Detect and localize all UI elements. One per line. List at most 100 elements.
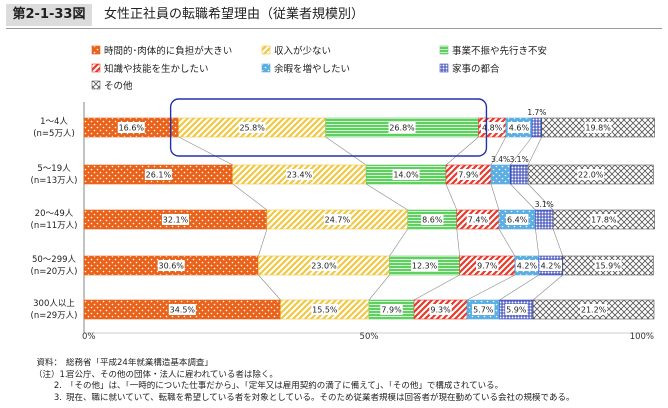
category-label: (n=20万人) — [31, 267, 78, 277]
connector-line — [325, 136, 367, 166]
data-label: 15.9% — [595, 262, 621, 271]
data-label: 7.9% — [381, 306, 402, 315]
data-label: 19.8% — [585, 124, 611, 133]
bar-segment — [531, 117, 543, 138]
connector-line — [510, 136, 533, 166]
chart-notes: 資料： 総務省「平成24年就業構造基本調査」 （注）1.官公庁、その他の団体・法人に… — [34, 358, 664, 404]
data-label-bg — [117, 122, 145, 133]
connector-line — [527, 136, 542, 166]
category-label: (n=11万人) — [31, 221, 78, 231]
connector-line — [490, 136, 507, 166]
data-label-bg — [144, 169, 172, 180]
x-tick-label: 50% — [360, 332, 379, 342]
connector-line — [456, 228, 460, 257]
category-label: (n=5万人) — [33, 129, 75, 139]
data-label: 25.8% — [239, 124, 265, 133]
note-text: 官公庁、その他の団体・法人に雇われている者は除く。 — [66, 369, 278, 380]
category-label: (n=13万人) — [31, 176, 78, 186]
connector-line — [445, 183, 458, 211]
connector-line — [527, 183, 554, 211]
legend-swatch — [261, 63, 271, 73]
data-label: 1.7% — [527, 108, 546, 117]
data-label: 21.2% — [581, 306, 607, 315]
data-label-bg — [429, 304, 452, 315]
data-label-bg — [161, 214, 189, 225]
data-label: 4.2% — [517, 262, 538, 271]
data-label: 16.6% — [119, 124, 145, 133]
note-line: 資料： 総務省「平成24年就業構造基本調査」 — [34, 358, 664, 370]
data-label: 6.4% — [507, 216, 528, 225]
data-labels: 16.6% 25.8% 26.8% 4.8% 4.6% 1.7% 19.8% 26.1% 23.… — [117, 108, 622, 315]
data-label-bg — [539, 260, 563, 271]
data-label-bg — [476, 260, 499, 271]
stacked-bar-chart: 時間的･肉体的に負担が大きい 収入が少ない 事業不振や先行き不安知識や技能を生かした… — [31, 45, 655, 342]
data-label: 9.7% — [477, 262, 498, 271]
data-label-bg — [515, 260, 539, 271]
data-label: 9.3% — [430, 306, 451, 315]
connector-line — [178, 136, 233, 166]
connector-line — [365, 183, 408, 211]
legend-swatch — [439, 45, 449, 55]
data-label-bg — [310, 260, 338, 271]
legend-label: 家事の都合 — [452, 63, 500, 75]
category-label: 20～49人 — [35, 209, 74, 219]
data-label: 12.3% — [412, 262, 438, 271]
data-label-bg — [505, 304, 528, 315]
data-label-bg — [421, 214, 444, 225]
data-label: 7.4% — [468, 216, 489, 225]
connector-line — [258, 228, 268, 257]
chart-legend: 時間的･肉体的に負担が大きい 収入が少ない 事業不振や先行き不安知識や技能を生かした… — [91, 45, 547, 92]
data-label-bg — [285, 169, 313, 180]
chart-title: 女性正社員の転職希望理由（従業者規模別） — [104, 7, 365, 22]
legend-swatch — [91, 63, 101, 73]
legend-label: 余暇を増やしたい — [274, 63, 350, 75]
data-label: 23.4% — [287, 171, 313, 180]
data-label: 4.2% — [541, 262, 562, 271]
data-label-bg — [323, 214, 351, 225]
category-label: (n=29万人) — [31, 311, 78, 321]
header-divider — [6, 28, 662, 29]
category-label: 5～19人 — [37, 164, 71, 174]
note-number: （注）1. — [34, 369, 68, 380]
data-label-bg — [168, 304, 196, 315]
connector-line — [466, 274, 516, 301]
connector-line — [535, 228, 540, 257]
data-label: 3.1% — [510, 155, 529, 164]
connector-lines — [178, 136, 564, 301]
data-label: 7.9% — [458, 171, 479, 180]
connector-line — [413, 274, 460, 301]
legend-swatch — [91, 45, 101, 55]
connector-line — [510, 183, 536, 211]
data-label-bg — [506, 214, 529, 225]
category-label: 300人以上 — [33, 299, 75, 309]
connector-line — [232, 183, 268, 211]
data-label: 4.6% — [509, 124, 530, 133]
data-label: 3.4% — [491, 155, 510, 164]
note-number: 資料： — [36, 358, 62, 368]
category-label: 1～4人 — [40, 117, 68, 127]
legend-swatch — [439, 63, 449, 73]
data-label-bg — [590, 214, 618, 225]
data-label-bg — [584, 122, 612, 133]
legend-label: 収入が少ない — [274, 45, 331, 57]
connector-line — [389, 228, 409, 257]
data-label: 5.9% — [506, 306, 527, 315]
data-label: 32.1% — [163, 216, 189, 225]
x-tick-label: 100% — [630, 332, 654, 342]
data-label-bg — [238, 122, 266, 133]
data-label: 30.6% — [158, 262, 184, 271]
connector-line — [499, 274, 540, 301]
highlight-box — [169, 98, 488, 157]
data-label-bg — [157, 260, 185, 271]
data-label-bg — [480, 122, 504, 133]
connector-line — [498, 228, 516, 257]
note-line: （注）1.官公庁、その他の団体・法人に雇われている者は除く。 — [34, 370, 664, 382]
data-label-bg — [594, 260, 622, 271]
note-text: 総務省「平成24年就業構造基本調査」 — [66, 358, 213, 368]
legend-swatch — [91, 80, 101, 90]
connector-line — [552, 228, 564, 257]
data-label-bg — [507, 122, 531, 133]
data-label: 8.6% — [422, 216, 443, 225]
data-label-bg — [388, 122, 416, 133]
legend-label: 時間的･肉体的に負担が大きい — [104, 45, 232, 57]
